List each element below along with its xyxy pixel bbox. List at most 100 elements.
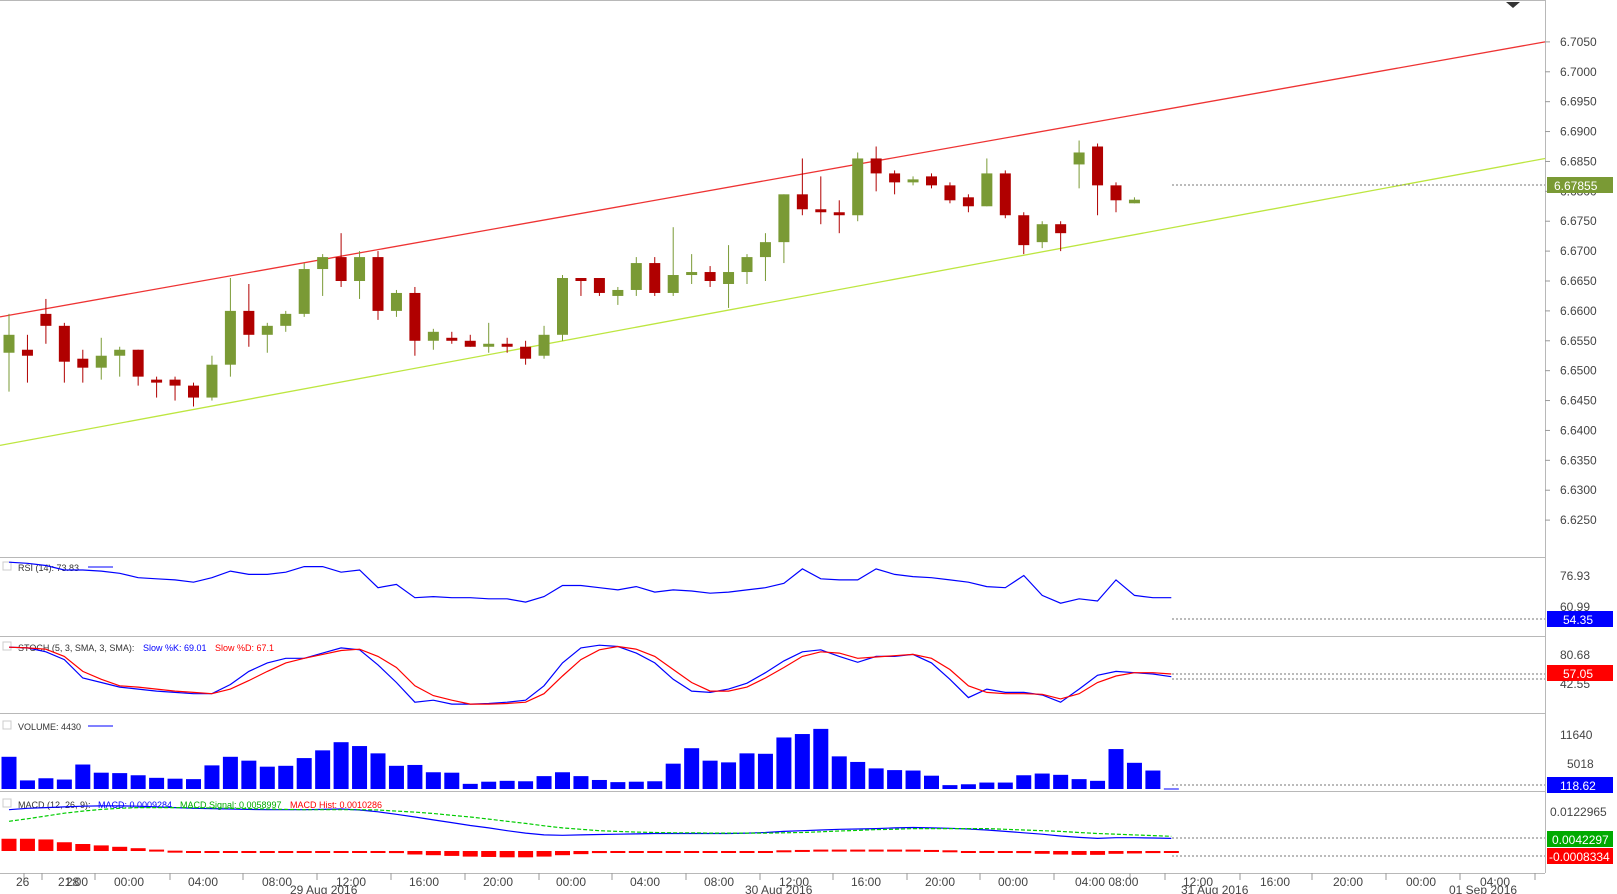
- rsi-level-mid: 60.99: [1560, 600, 1590, 614]
- macd-hist-bar: [794, 849, 810, 852]
- macd-hist-bar: [425, 851, 441, 856]
- volume-bar: [684, 748, 700, 789]
- candle-bear: [446, 337, 458, 341]
- candle-bull: [723, 272, 735, 284]
- volume-bar: [1145, 770, 1161, 789]
- price-tick-label: 6.6700: [1560, 244, 1597, 258]
- candle-bear: [21, 349, 33, 356]
- volume-bar: [352, 746, 368, 789]
- macd-hist-bar: [518, 851, 534, 858]
- volume-bar: [702, 760, 718, 789]
- volume-bar: [628, 781, 644, 789]
- volume-bar: [75, 764, 91, 789]
- time-label: 20:00: [925, 875, 955, 889]
- panel-frames: [0, 0, 1546, 874]
- macd-hist-bar: [112, 846, 128, 851]
- volume-bar: [721, 762, 737, 789]
- scroll-arrow-icon[interactable]: [1506, 2, 1520, 8]
- volume-level-high: 11640: [1560, 728, 1593, 742]
- macd-hist-bar: [204, 851, 220, 853]
- candle-bull: [630, 263, 642, 290]
- macd-hist-bar: [979, 851, 995, 853]
- volume-bar: [388, 765, 404, 789]
- macd-hist-bar: [628, 851, 644, 853]
- candle-bear: [1055, 224, 1067, 234]
- rsi-panel: RSI (14): 73.83 76.93 60.99 54.35: [2, 561, 1613, 627]
- stoch-panel: STOCH (5, 3, SMA, 3, SMA): Slow %K: 69.0…: [2, 641, 1613, 705]
- candle-bear: [999, 173, 1011, 216]
- macd-hist-bar: [352, 851, 368, 853]
- volume-bar: [444, 772, 460, 789]
- macd-histogram: [1, 838, 1179, 858]
- price-tick-label: 6.6500: [1560, 364, 1597, 378]
- time-label: 04:00: [630, 875, 660, 889]
- macd-hist-bar: [868, 849, 884, 852]
- macd-hist-bar: [388, 851, 404, 854]
- candle-bull: [354, 257, 366, 281]
- macd-hist-bar: [1071, 851, 1087, 855]
- candle-bear: [962, 197, 974, 207]
- candle-bull: [1036, 224, 1048, 243]
- volume-bars: [1, 728, 1179, 790]
- volume-bar: [518, 781, 534, 789]
- macd-hist-bar: [130, 848, 146, 851]
- price-tick-label: 6.6350: [1560, 453, 1597, 467]
- macd-hist-bar: [259, 851, 275, 853]
- stoch-k-label: Slow %K: 69.01: [143, 643, 207, 653]
- macd-badge-red-value: -0.0008334: [1549, 850, 1610, 864]
- time-label: 04:00: [1480, 875, 1510, 889]
- candle-bear: [372, 257, 384, 311]
- macd-hist-bar: [19, 838, 35, 851]
- candle-bear: [335, 257, 347, 281]
- volume-bar: [887, 770, 903, 789]
- price-y-axis: 6.70506.70006.69506.69006.68506.68006.67…: [1545, 35, 1597, 527]
- macd-badge-green: [1547, 831, 1613, 847]
- candle-bull: [759, 242, 771, 258]
- price-tick-label: 6.6250: [1560, 513, 1597, 527]
- rsi-badge: [1547, 611, 1613, 627]
- candle-bear: [796, 194, 808, 210]
- candle-bear: [926, 176, 937, 186]
- macd-hist-bar: [960, 851, 976, 853]
- candle-bear: [649, 263, 661, 293]
- macd-hist-bar: [407, 851, 423, 855]
- time-label: 28: [66, 875, 80, 889]
- candle-bear: [1092, 146, 1104, 186]
- candle-bull: [981, 173, 993, 207]
- volume-bar: [813, 728, 829, 789]
- macd-hist-bar: [75, 844, 91, 851]
- rsi-title: RSI (14): 73.83: [18, 563, 79, 573]
- volume-bar: [407, 764, 423, 789]
- macd-hist-bar: [684, 851, 700, 853]
- volume-bar: [499, 780, 515, 789]
- volume-bar: [1053, 774, 1069, 789]
- time-label: 08:00: [262, 875, 292, 889]
- time-label: 12:00: [779, 875, 809, 889]
- candle-bull: [261, 325, 273, 335]
- macd-hist-bar: [1016, 851, 1032, 854]
- macd-hist-bar: [186, 851, 201, 853]
- volume-bar: [222, 756, 238, 789]
- time-label: 16:00: [1260, 875, 1290, 889]
- stoch-d-label: Slow %D: 67.1: [215, 643, 274, 653]
- candle-bear: [1018, 215, 1030, 246]
- macd-hist-bar: [462, 851, 478, 857]
- volume-bar: [462, 783, 478, 789]
- candle-bull: [538, 334, 550, 356]
- volume-bar: [93, 772, 109, 789]
- last-price-value: 6.67855: [1554, 179, 1598, 193]
- macd-hist-bar: [776, 850, 792, 853]
- time-label: 16:00: [409, 875, 439, 889]
- candle-bear: [151, 379, 163, 383]
- volume-bar: [425, 772, 441, 789]
- candle-bull: [224, 310, 236, 365]
- macd-hist-bar: [924, 849, 939, 852]
- macd-hist-bar: [887, 849, 903, 852]
- macd-hist-bar: [1163, 851, 1179, 853]
- price-tick-label: 6.6600: [1560, 304, 1597, 318]
- macd-hist-bar: [997, 851, 1013, 853]
- volume-title: VOLUME: 4430: [18, 722, 81, 732]
- candle-bull: [206, 364, 218, 398]
